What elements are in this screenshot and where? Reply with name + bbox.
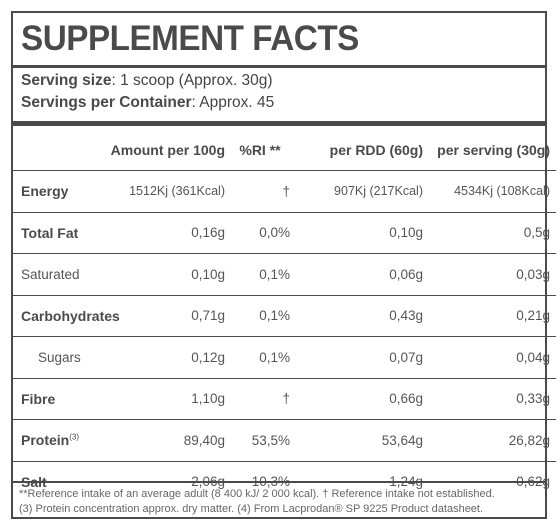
value-per-serving: 0,33g xyxy=(429,378,556,420)
table-row-carbohydrates: Carbohydrates 0,71g 0,1% 0,43g 0,21g xyxy=(13,295,556,337)
value-per-serving: 0,03g xyxy=(429,253,556,296)
value-per-100g: 0,10g xyxy=(104,253,225,296)
value-per-rdd: 0,10g xyxy=(294,212,429,254)
column-header-per-rdd: per RDD (60g) xyxy=(294,129,429,171)
servings-per-container-value: : Approx. 45 xyxy=(191,94,275,111)
nutrient-name: Saturated xyxy=(13,253,104,296)
value-per-serving: 0,21g xyxy=(429,295,556,337)
value-per-rdd: 907Kj (217Kcal) xyxy=(294,170,429,213)
servings-per-container-line: Servings per Container: Approx. 45 xyxy=(21,93,274,113)
nutrient-name: Sugars xyxy=(13,336,104,379)
value-per-100g: 0,16g xyxy=(104,212,225,254)
column-header-ri: %RI ** xyxy=(225,129,294,171)
serving-size-label: Serving size xyxy=(21,72,112,89)
nutrient-name: Total Fat xyxy=(13,212,104,254)
table-row-energy: Energy 1512Kj (361Kcal) † 907Kj (217Kcal… xyxy=(13,170,556,213)
table-header-row: Amount per 100g %RI ** per RDD (60g) per… xyxy=(13,129,556,171)
value-ri: 0,1% xyxy=(225,295,294,337)
value-per-rdd: 0,43g xyxy=(294,295,429,337)
value-ri: † xyxy=(225,378,294,420)
value-per-rdd: 0,06g xyxy=(294,253,429,296)
table-row-fibre: Fibre 1,10g † 0,66g 0,33g xyxy=(13,378,556,420)
panel-title: SUPPLEMENT FACTS xyxy=(21,19,359,58)
table-row-protein: Protein(3) 89,40g 53,5% 53,64g 26,82g xyxy=(13,419,556,462)
column-header-nutrient xyxy=(13,129,104,171)
value-ri: † xyxy=(225,170,294,213)
serving-size-value: : 1 scoop (Approx. 30g) xyxy=(111,72,273,89)
value-per-rdd: 0,66g xyxy=(294,378,429,420)
servings-per-container-label: Servings per Container xyxy=(21,94,192,111)
supplement-facts-panel: SUPPLEMENT FACTS Serving size: 1 scoop (… xyxy=(11,11,556,519)
nutrient-name: Carbohydrates xyxy=(13,295,120,337)
nutrition-table: Amount per 100g %RI ** per RDD (60g) per… xyxy=(13,129,556,502)
serving-size-line: Serving size: 1 scoop (Approx. 30g) xyxy=(21,71,273,91)
nutrient-name-text: Protein xyxy=(21,432,70,449)
table-row-saturated: Saturated 0,10g 0,1% 0,06g 0,03g xyxy=(13,253,556,296)
value-per-100g: 89,40g xyxy=(104,419,225,462)
value-per-rdd: 53,64g xyxy=(294,419,429,462)
value-ri: 0,1% xyxy=(225,253,294,296)
nutrient-name: Protein(3) xyxy=(13,419,104,462)
footnote-line: **Reference intake of an average adult (… xyxy=(19,488,495,500)
title-divider xyxy=(13,65,545,68)
nutrient-name: Fibre xyxy=(13,378,104,420)
value-per-100g: 1512Kj (361Kcal) xyxy=(104,170,225,213)
table-row-total-fat: Total Fat 0,16g 0,0% 0,10g 0,5g xyxy=(13,212,556,254)
value-per-serving: 0,5g xyxy=(429,212,556,254)
footnote-marker: (3) xyxy=(69,432,80,442)
column-header-per-serving: per serving (30g) xyxy=(429,129,556,171)
value-per-serving: 0,04g xyxy=(429,336,556,379)
nutrient-name: Energy xyxy=(13,170,104,213)
serving-divider xyxy=(13,121,545,126)
value-per-serving: 26,82g xyxy=(429,419,556,462)
value-per-100g: 0,12g xyxy=(104,336,225,379)
value-per-rdd: 0,07g xyxy=(294,336,429,379)
value-ri: 53,5% xyxy=(225,419,294,462)
value-ri: 0,0% xyxy=(225,212,294,254)
table-row-sugars: Sugars 0,12g 0,1% 0,07g 0,04g xyxy=(13,336,556,379)
footnotes: **Reference intake of an average adult (… xyxy=(19,487,495,517)
value-per-serving: 4534Kj (108Kcal) xyxy=(429,170,556,213)
value-per-100g: 1,10g xyxy=(104,378,225,420)
value-ri: 0,1% xyxy=(225,336,294,379)
footnote-line: (3) Protein concentration approx. dry ma… xyxy=(19,503,484,515)
footnote-divider xyxy=(13,481,545,483)
value-per-100g: 0,71g xyxy=(104,295,225,337)
column-header-per-100g: Amount per 100g xyxy=(104,129,225,171)
